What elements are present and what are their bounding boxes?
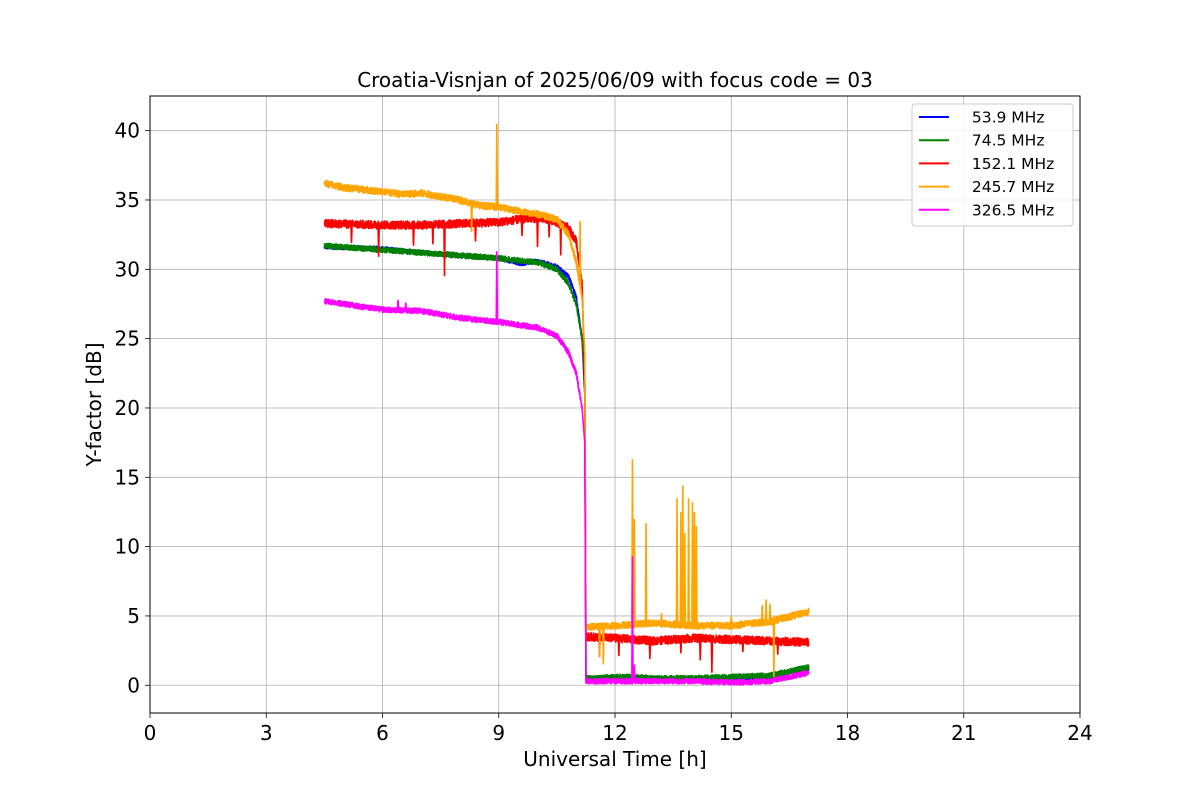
series-spike-3	[632, 518, 636, 625]
series-spike-4	[404, 302, 408, 311]
series-line-1	[323, 242, 810, 682]
legend: 53.9 MHz 74.5 MHz 152.1 MHz 245.7 MHz 32…	[911, 103, 1074, 227]
series-spike-3	[694, 525, 698, 626]
series-spike-2	[474, 222, 477, 242]
series-spike-2	[350, 224, 353, 243]
y-tick-label: 5	[127, 604, 140, 628]
x-tick-label: 24	[1067, 721, 1092, 745]
series-spike-2	[741, 639, 745, 653]
series-spike-4	[495, 251, 499, 322]
legend-box	[911, 103, 1074, 227]
series-spike-2	[377, 224, 381, 257]
series-spike-3	[683, 532, 687, 626]
series-spike-3	[768, 603, 772, 622]
legend-label: 53.9 MHz	[962, 109, 1044, 127]
legend-label: 245.7 MHz	[962, 178, 1054, 196]
series-spike-3	[601, 626, 605, 665]
series-spike-2	[617, 638, 621, 657]
series-spike-2	[520, 219, 524, 237]
legend-label: 152.1 MHz	[962, 155, 1054, 173]
series-spike-2	[559, 224, 563, 256]
series-spike-3	[679, 511, 683, 625]
series-spike-3	[687, 498, 691, 626]
y-tick-label: 40	[115, 119, 140, 143]
series-spike-2	[412, 224, 415, 246]
x-tick-label: 3	[260, 721, 273, 745]
series-spike-2	[679, 638, 683, 654]
series-spike-3	[760, 604, 764, 623]
x-tick-label: 12	[602, 721, 627, 745]
x-tick-label: 0	[144, 721, 157, 745]
series-spike-2	[443, 224, 446, 277]
series-spike-3	[776, 617, 779, 621]
series-spike-4	[631, 556, 634, 682]
series-spike-3	[772, 620, 776, 677]
series-spike-2	[710, 638, 714, 673]
legend-label: 74.5 MHz	[962, 132, 1044, 150]
series-spike-3	[675, 498, 679, 625]
series-spike-3	[693, 511, 696, 626]
series-spike-2	[431, 224, 435, 245]
x-tick-label: 21	[951, 721, 976, 745]
series-line-3	[323, 179, 810, 632]
series-spike-3	[681, 485, 685, 625]
series-spike-3	[764, 599, 768, 622]
series-spike-2	[698, 638, 702, 661]
y-tick-label: 15	[115, 465, 140, 489]
series-spike-3	[729, 615, 733, 626]
y-axis-ticks: 0 5 10 15 20 25 30 35 40	[115, 119, 150, 697]
y-tick-label: 35	[115, 188, 140, 212]
x-axis-title: Universal Time [h]	[523, 747, 706, 771]
grid-lines	[149, 96, 1081, 713]
series-spike-2	[536, 218, 539, 248]
series-spike-3	[578, 220, 582, 286]
y-tick-label: 0	[127, 673, 140, 697]
series-spike-3	[598, 626, 601, 658]
series-spike-2	[547, 219, 551, 238]
x-axis-ticks: 0 3 6 9 12 15 18 21 24	[144, 713, 1093, 745]
series-spike-2	[648, 640, 652, 659]
x-tick-label: 18	[835, 721, 860, 745]
y-tick-label: 20	[115, 396, 140, 420]
series-spike-3	[495, 123, 499, 207]
series-spike-4	[396, 299, 400, 311]
y-tick-label: 30	[115, 257, 140, 281]
series-spike-4	[632, 664, 636, 682]
x-tick-label: 15	[719, 721, 744, 745]
series-lines	[323, 123, 810, 686]
x-tick-label: 6	[376, 721, 389, 745]
series-spike-3	[470, 203, 474, 232]
series-spike-3	[691, 502, 694, 626]
series-spike-3	[660, 613, 663, 624]
y-tick-label: 25	[115, 327, 140, 351]
chart-title: Croatia-Visnjan of 2025/06/09 with focus…	[357, 68, 873, 92]
legend-label: 326.5 MHz	[962, 201, 1054, 219]
series-spike-2	[776, 641, 780, 655]
y-axis-title: Y-factor [dB]	[82, 342, 106, 467]
x-tick-label: 9	[492, 721, 505, 745]
y-tick-label: 10	[115, 535, 140, 559]
series-spike-3	[644, 523, 648, 624]
